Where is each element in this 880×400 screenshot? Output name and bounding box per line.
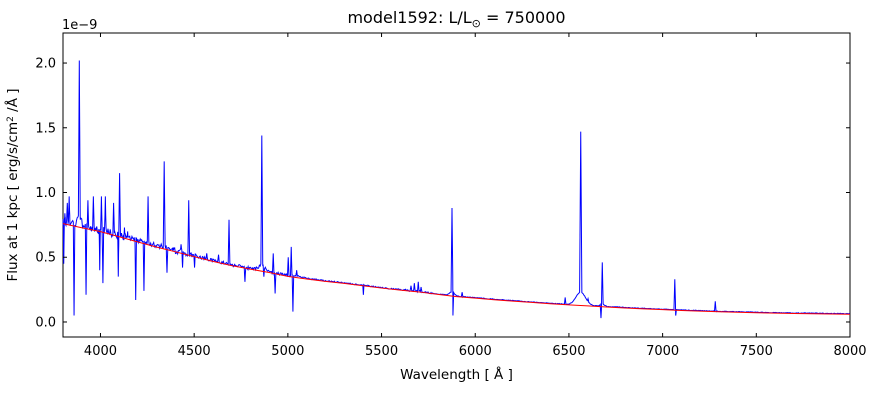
title-value: = 750000 — [480, 8, 566, 27]
y-tick-label: 1.0 — [35, 186, 56, 201]
squared-superscript: 2 — [6, 116, 16, 122]
y-axis-label-text: Flux at 1 kpc [ erg/s/cm — [5, 121, 21, 282]
x-tick-label: 8000 — [833, 344, 866, 359]
x-tick-label: 7000 — [646, 344, 679, 359]
y-axis-label-units: /Å ] — [5, 88, 21, 117]
x-tick-label: 4500 — [178, 344, 211, 359]
x-tick-label: 5500 — [365, 344, 398, 359]
continuum-fit-line — [62, 223, 851, 315]
x-tick-label: 6500 — [552, 344, 585, 359]
x-tick-label: 6000 — [459, 344, 492, 359]
x-tick-label: 5000 — [271, 344, 304, 359]
y-axis-offset-text: 1e−9 — [62, 18, 98, 33]
y-axis-label: Flux at 1 kpc [ erg/s/cm2 /Å ] — [5, 35, 23, 335]
y-tick-label: 2.0 — [35, 57, 56, 72]
title-text: model1592: L/L — [347, 8, 472, 27]
x-tick-label: 7500 — [740, 344, 773, 359]
sun-symbol-subscript: ⊙ — [471, 17, 481, 30]
y-tick-label: 0.0 — [35, 315, 56, 330]
figure-title: model1592: L/L⊙ = 750000 — [63, 8, 850, 30]
plot-frame — [62, 32, 851, 338]
x-tick-label: 4000 — [84, 344, 117, 359]
y-tick-label: 1.5 — [35, 121, 56, 136]
y-tick-label: 0.5 — [35, 251, 56, 266]
x-axis-label: Wavelength [ Å ] — [400, 367, 513, 383]
